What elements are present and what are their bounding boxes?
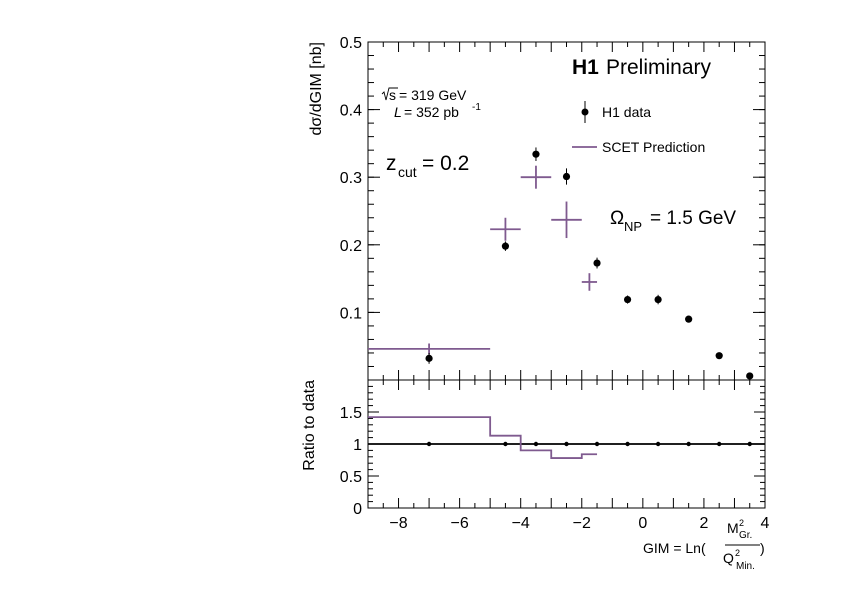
main-y-tick-label: 0.1 (340, 305, 362, 322)
legend-h1-label: H1 data (602, 104, 651, 120)
ratio-y-tick-label: 1 (353, 437, 362, 454)
zcut-label: z cut = 0.2 (386, 152, 469, 180)
ratio-scet-step-line (368, 416, 598, 459)
ratio-x-tick-label: 2 (699, 515, 708, 532)
ratio-data-point (503, 441, 508, 447)
omega-np-label: Ω NP = 1.5 GeV (610, 208, 736, 234)
h1-marker (562, 172, 571, 181)
luminosity-label: L = 352 pb -1 (394, 102, 481, 120)
scet-prediction-point (581, 273, 598, 291)
x-axis-denominator: Q (723, 550, 734, 566)
omega-subscript: NP (624, 219, 642, 234)
legend-scet-label: SCET Prediction (602, 139, 705, 155)
x-axis-title: GIM = Ln( M 2 Gr. Q 2 Min. ) (643, 518, 765, 572)
legend: H1 data SCET Prediction (572, 101, 705, 155)
legend-h1-marker (581, 108, 589, 116)
x-axis-denominator-sup: 2 (735, 548, 740, 558)
main-data-marks (368, 147, 754, 380)
omega-value: = 1.5 GeV (650, 208, 736, 229)
ratio-y-tick-label: 1.5 (340, 405, 362, 422)
sqrt-s-value: = 319 GeV (399, 87, 467, 103)
ratio-data-point (686, 441, 691, 447)
h1-data-point (623, 295, 632, 304)
ratio-y-axis-title: Ratio to data (301, 380, 318, 471)
h1-marker (715, 352, 723, 360)
status-label: Preliminary (606, 56, 712, 79)
h1-marker (532, 150, 540, 158)
ratio-data-point (426, 441, 432, 447)
ratio-data-point (747, 441, 752, 447)
x-axis-title-suffix: ) (760, 540, 765, 556)
ratio-y-tick-label: 0.5 (340, 469, 362, 486)
h1-data-point (654, 294, 662, 305)
scet-prediction-point (551, 201, 582, 239)
zcut-value: = 0.2 (422, 152, 469, 175)
ratio-x-tick-label: 0 (638, 515, 647, 532)
ratio-x-tick-label: 4 (761, 515, 770, 532)
h1-data-point (562, 168, 571, 185)
h1-marker (746, 372, 754, 380)
h1-data-point (593, 257, 601, 269)
h1-data-point (685, 315, 693, 323)
scet-prediction-point (490, 217, 521, 241)
ratio-data-point (564, 441, 569, 447)
ratio-x-tick-label: −8 (389, 515, 407, 532)
ratio-data-point (716, 441, 722, 447)
h1-marker (501, 242, 510, 250)
ratio-data-point (625, 441, 630, 447)
ratio-data-point (594, 441, 600, 447)
main-y-tick-label: 0.3 (340, 170, 362, 187)
scet-prediction-point (368, 343, 491, 355)
lumi-letter: L (394, 104, 402, 120)
main-axes: 0.1 0.2 0.3 0.4 0.5 (340, 35, 766, 380)
lumi-value: = 352 pb (404, 104, 459, 120)
omega-symbol: Ω (610, 208, 624, 229)
ratio-x-tick-label: −6 (450, 515, 468, 532)
x-axis-denominator-sub: Min. (736, 561, 755, 572)
main-y-axis-title: dσ/dGIM [nb] (308, 42, 325, 135)
h1-data-point (501, 241, 510, 251)
zcut-subscript: cut (398, 164, 417, 180)
h1-data-point (715, 352, 723, 360)
h1-marker (685, 315, 693, 323)
ratio-x-tick-label: −2 (573, 515, 591, 532)
x-axis-numerator-sub: Gr. (739, 530, 752, 541)
sqrt-symbol (381, 87, 398, 101)
h1-data-point (532, 147, 540, 161)
ratio-x-tick-label: −4 (512, 515, 530, 532)
x-axis-numerator: M (727, 520, 739, 536)
zcut-symbol: z (386, 152, 397, 175)
main-y-tick-label: 0.2 (340, 238, 362, 255)
x-axis-numerator-sup: 2 (739, 518, 744, 528)
ratio-axes: −8 −6 −4 −2 0 2 4 0 0.5 1 1.5 (340, 380, 770, 532)
h1-data-point (425, 352, 433, 364)
lumi-exponent: -1 (472, 102, 481, 113)
ratio-y-tick-label: 0 (353, 501, 362, 518)
x-axis-title-prefix: GIM = Ln( (643, 540, 706, 556)
main-y-tick-label: 0.4 (340, 103, 362, 120)
experiment-label: H1 (572, 56, 599, 79)
ratio-data-point (655, 441, 661, 447)
ratio-data-marks (368, 416, 765, 459)
ratio-data-point (533, 441, 539, 447)
h1-marker (654, 295, 662, 304)
h1-data-point (746, 372, 754, 380)
sqrt-s-letter: s (389, 87, 396, 103)
sqrt-s-label: s = 319 GeV (381, 87, 467, 103)
scet-prediction-point (520, 165, 552, 189)
h1-marker (425, 354, 433, 362)
main-y-tick-label: 0.5 (340, 35, 362, 52)
h1-marker (623, 295, 632, 304)
h1-marker (593, 259, 601, 267)
